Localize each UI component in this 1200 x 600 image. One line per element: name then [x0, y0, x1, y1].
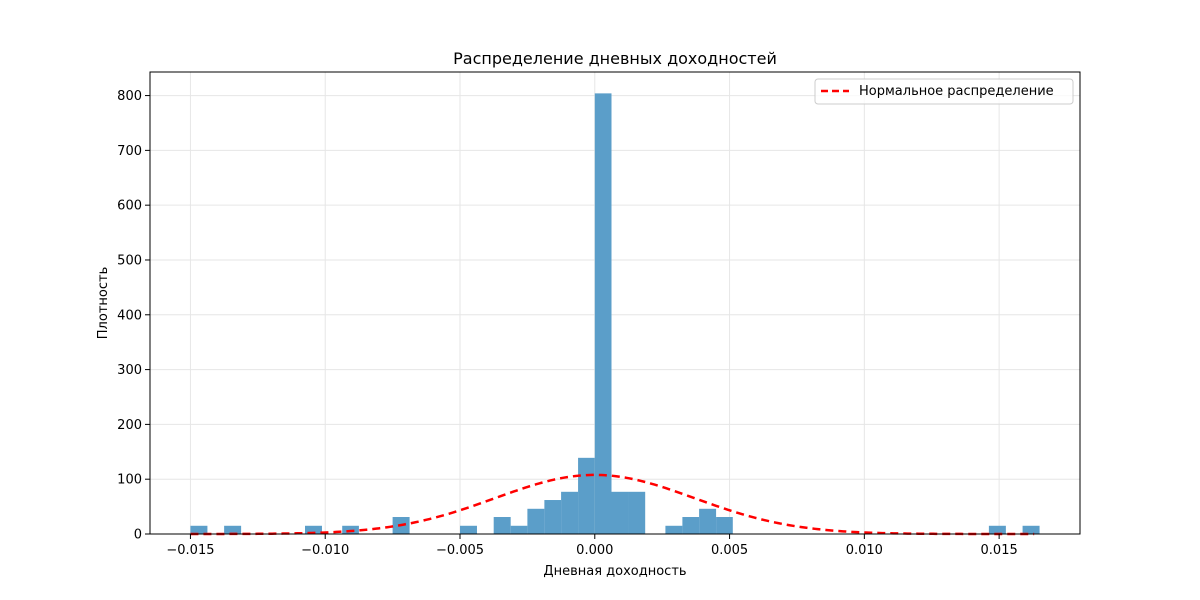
y-axis-label: Плотность — [96, 267, 111, 339]
histogram-bar — [224, 525, 242, 534]
histogram-bar — [988, 525, 1006, 534]
y-tick-label: 300 — [117, 363, 142, 378]
plot-frame — [149, 71, 1081, 535]
y-tick-label: 600 — [117, 199, 142, 214]
x-tick-label: −0.015 — [166, 543, 214, 558]
y-tick-label: 400 — [117, 308, 142, 323]
grid-lines — [150, 72, 1080, 535]
histogram-bar — [628, 491, 646, 534]
histogram-bar — [716, 517, 733, 534]
x-tick-label: −0.010 — [301, 543, 349, 558]
chart-title: Распределение дневных доходностей — [453, 49, 777, 68]
x-axis-ticks: −0.015 −0.010 −0.005 0.000 0.005 0.010 0.015 — [166, 534, 1018, 558]
legend: Нормальное распределение — [814, 78, 1074, 105]
x-tick-label: 0.015 — [981, 543, 1018, 558]
histogram-bar — [611, 491, 629, 534]
y-tick-label: 0 — [134, 528, 142, 543]
legend-box — [814, 78, 1074, 105]
histogram-bar — [190, 525, 208, 534]
y-tick-label: 200 — [117, 418, 142, 433]
histogram-bar — [665, 525, 683, 534]
y-tick-label: 800 — [117, 89, 142, 104]
histogram-bar — [561, 491, 579, 534]
x-axis-label: Дневная доходность — [543, 564, 686, 579]
x-tick-label: 0.010 — [846, 543, 883, 558]
x-tick-label: −0.005 — [436, 543, 484, 558]
histogram-bar — [578, 457, 595, 534]
normal-distribution-line — [190, 473, 1035, 536]
y-axis-ticks: 0 100 200 300 400 500 600 700 800 — [117, 89, 150, 543]
histogram-bar — [699, 508, 717, 534]
histogram-bars — [190, 93, 1040, 535]
histogram-bar — [527, 508, 545, 534]
y-tick-label: 100 — [117, 473, 142, 488]
histogram-bar — [594, 93, 612, 535]
histogram-bar — [1022, 525, 1040, 534]
histogram-bar — [460, 525, 477, 534]
x-tick-label: 0.005 — [711, 543, 748, 558]
y-tick-label: 700 — [117, 144, 142, 159]
histogram-bar — [493, 517, 511, 534]
histogram-bar — [510, 525, 528, 534]
normal-curve-layer — [190, 473, 1035, 536]
y-tick-label: 500 — [117, 253, 142, 268]
histogram-bar — [544, 500, 562, 534]
histogram-bar — [682, 517, 700, 534]
histogram-bar — [305, 525, 322, 534]
x-tick-label: 0.000 — [576, 543, 613, 558]
legend-label: Нормальное распределение — [859, 84, 1054, 99]
